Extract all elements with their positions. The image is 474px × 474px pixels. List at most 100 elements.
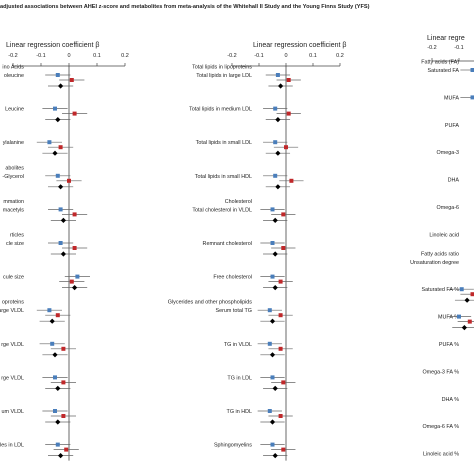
whitehall-estimate-marker: [267, 409, 272, 413]
yfs-estimate-marker: [61, 414, 66, 418]
yfs-estimate-marker: [281, 212, 286, 217]
axis-title: Linear regre: [427, 35, 465, 42]
x-tick-label: 0.2: [121, 53, 129, 59]
x-tick-label: 0.1: [93, 53, 101, 59]
meta-estimate-marker: [269, 419, 276, 425]
x-tick-label: -0.2: [8, 53, 17, 59]
meta-estimate-marker: [55, 117, 61, 123]
whitehall-estimate-marker: [75, 274, 80, 279]
axis-title: Linear regression coefficient β: [6, 42, 99, 49]
metabolite-label: um VLDL: [2, 409, 24, 415]
meta-estimate-marker: [269, 318, 276, 324]
meta-estimate-marker: [55, 419, 61, 425]
metabolite-label: Fatty acids (FA): [421, 60, 459, 66]
yfs-estimate-marker: [278, 346, 283, 351]
whitehall-estimate-marker: [55, 442, 60, 447]
metabolite-label: Omega-3: [437, 150, 459, 156]
whitehall-estimate-marker: [50, 341, 55, 346]
metabolite-label: DHA: [448, 178, 460, 184]
metabolite-label: PUFA %: [439, 342, 459, 348]
metabolite-label: PUFA: [445, 123, 459, 129]
metabolite-label: Omega-6 FA %: [422, 424, 459, 430]
metabolite-label: oleucine: [4, 73, 24, 79]
x-tick-label: -0.1: [36, 53, 45, 59]
metabolite-label: Remnant cholesterol: [203, 241, 252, 247]
metabolite-label: TG in VLDL: [224, 342, 252, 348]
whitehall-estimate-marker: [267, 308, 272, 313]
meta-estimate-marker: [60, 251, 66, 257]
metabolite-label: Total lipids in medium LDL: [189, 107, 252, 113]
whitehall-estimate-marker: [58, 241, 63, 245]
whitehall-estimate-marker: [270, 442, 275, 447]
metabolite-label: Saturated FA: [428, 68, 460, 74]
metabolite-label: cles in LDL: [0, 443, 24, 449]
whitehall-estimate-marker: [457, 314, 461, 319]
metabolite-label: Linoleic acid: [429, 232, 459, 238]
meta-estimate-marker: [272, 453, 278, 459]
yfs-estimate-marker: [281, 380, 286, 385]
whitehall-estimate-marker: [53, 106, 57, 111]
metabolite-label: Omega-3 FA %: [422, 369, 459, 375]
x-tick-label: -0.1: [254, 53, 263, 59]
whitehall-estimate-marker: [55, 173, 60, 178]
metabolite-label: Fatty acids ratio: [421, 251, 459, 257]
meta-estimate-marker: [275, 117, 281, 123]
metabolite-label: ylalanine: [3, 140, 24, 146]
yfs-estimate-marker: [278, 414, 283, 418]
metabolite-label: TG in HDL: [227, 409, 252, 415]
whitehall-estimate-marker: [270, 241, 275, 245]
whitehall-estimate-marker: [47, 140, 52, 145]
x-tick-label: 0: [284, 53, 287, 59]
yfs-estimate-marker: [286, 78, 291, 82]
yfs-estimate-marker: [67, 178, 71, 183]
yfs-estimate-marker: [289, 178, 294, 183]
yfs-estimate-marker: [281, 447, 286, 452]
yfs-estimate-marker: [58, 145, 63, 150]
meta-estimate-marker: [52, 352, 58, 358]
meta-estimate-marker: [72, 285, 78, 291]
meta-estimate-marker: [272, 285, 278, 291]
yfs-estimate-marker: [61, 380, 66, 385]
whitehall-estimate-marker: [267, 341, 272, 346]
metabolite-label: Omega-6: [437, 205, 459, 211]
whitehall-estimate-marker: [47, 308, 52, 313]
meta-estimate-marker: [58, 83, 64, 89]
x-tick-label: 0: [67, 53, 70, 59]
metabolite-label: Total lipids in small HDL: [195, 174, 252, 180]
whitehall-estimate-marker: [270, 274, 275, 279]
whitehall-estimate-marker: [58, 207, 63, 212]
whitehall-estimate-marker: [470, 68, 474, 72]
whitehall-estimate-marker: [53, 409, 57, 413]
whitehall-estimate-marker: [53, 375, 57, 380]
meta-estimate-marker: [58, 184, 64, 190]
metabolite-label: large VLDL: [0, 308, 24, 314]
yfs-estimate-marker: [72, 111, 77, 116]
meta-estimate-marker: [272, 217, 278, 223]
metabolite-label: Total cholesterol in VLDL: [192, 207, 252, 213]
meta-estimate-marker: [461, 325, 467, 331]
metabolite-label: rge VLDL: [1, 375, 24, 381]
meta-estimate-marker: [269, 352, 276, 358]
metabolite-label: Total lipids in large LDL: [196, 73, 252, 79]
metabolite-label: Leucine: [5, 107, 24, 113]
metabolite-label: rticles: [10, 233, 24, 239]
metabolite-label: Total lipids in small LDL: [196, 140, 252, 146]
meta-estimate-marker: [58, 453, 64, 459]
x-tick-label: 0.1: [309, 53, 317, 59]
yfs-estimate-marker: [470, 292, 474, 297]
x-tick-label: 0.2: [336, 53, 344, 59]
meta-estimate-marker: [464, 297, 470, 303]
whitehall-estimate-marker: [270, 207, 275, 212]
axis-title: Linear regression coefficient β: [253, 42, 346, 49]
metabolite-label: Glycerides and other phospholipids: [168, 300, 253, 306]
yfs-estimate-marker: [284, 145, 288, 150]
metabolite-label: Free cholesterol: [213, 275, 252, 281]
meta-estimate-marker: [272, 251, 278, 257]
x-tick-label: -0.1: [454, 45, 463, 51]
whitehall-estimate-marker: [470, 95, 474, 100]
yfs-estimate-marker: [61, 346, 66, 351]
yfs-estimate-marker: [467, 319, 472, 324]
yfs-estimate-marker: [69, 279, 74, 284]
metabolite-label: Cholesterol: [225, 199, 252, 205]
